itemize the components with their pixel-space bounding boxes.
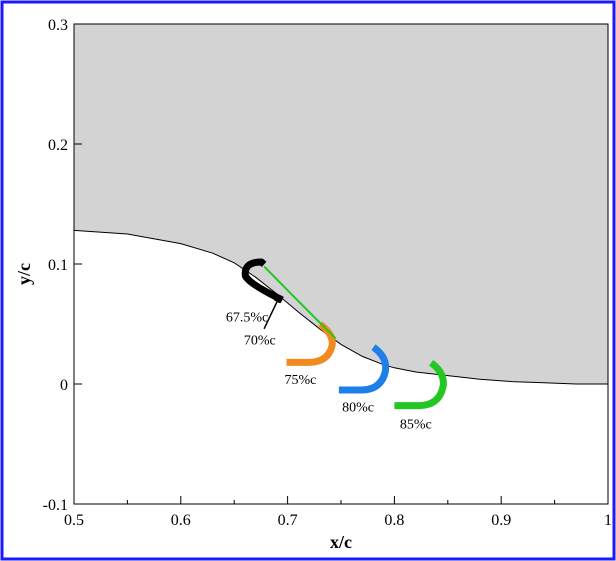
x-tick-label: 0.6 [171, 512, 191, 529]
x-axis-label: x/c [330, 532, 352, 552]
x-tick-label: 0.8 [384, 512, 404, 529]
flap-0: 67.5%c [226, 258, 284, 326]
ticks-layer: 0.5 0.6 0.7 0.8 0.9 1 -0.1 0 0.1 0.2 0.3 [43, 17, 612, 529]
y-tick-label: 0.3 [48, 17, 68, 34]
x-tick-label: 1 [604, 512, 612, 529]
surface-highlight [263, 265, 337, 340]
y-axis-label: y/c [14, 263, 34, 285]
flap-path [241, 258, 284, 304]
flaps-layer: 67.5%c 75%c 80%c 85%c [226, 258, 447, 432]
annotation-label: 70%c [244, 333, 276, 348]
flap-label: 67.5%c [226, 311, 268, 326]
flap-2: 80%c [338, 344, 390, 416]
flap-3: 85%c [394, 359, 447, 432]
y-tick-label: -0.1 [43, 497, 68, 514]
plot-area: 67.5%c 75%c 80%c 85%c 70%c 0.5 0.6 0.7 0.8 0.9 1… [43, 17, 612, 529]
flap-path [338, 344, 390, 394]
annotation-arrow-head [274, 295, 281, 304]
x-tick-label: 0.9 [491, 512, 511, 529]
airfoil-surface-line [73, 229, 608, 385]
flap-label: 85%c [400, 417, 432, 432]
y-tick-label: 0.2 [48, 137, 68, 154]
flap-path [394, 359, 447, 410]
annotations-layer: 70%c [244, 294, 281, 348]
x-tick-label: 0.7 [278, 512, 298, 529]
x-tick-label: 0.5 [64, 512, 84, 529]
flap-label: 75%c [284, 373, 316, 388]
airfoil-shaded-region [74, 24, 608, 384]
flap-label: 80%c [342, 401, 374, 416]
y-tick-label: 0 [60, 377, 68, 394]
y-tick-label: 0.1 [48, 257, 68, 274]
